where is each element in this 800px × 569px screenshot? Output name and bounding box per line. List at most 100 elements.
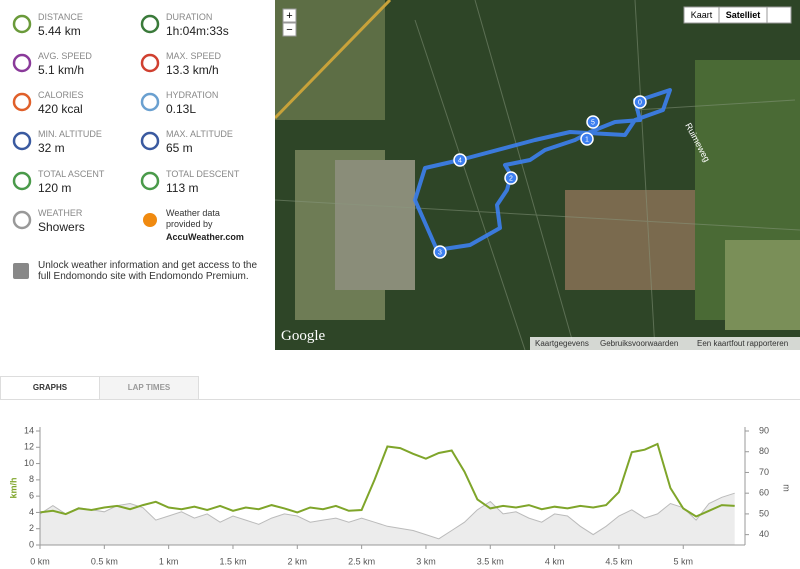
stat-icon bbox=[12, 92, 32, 112]
stat-label: MIN. ALTITUDE bbox=[38, 129, 102, 139]
y-tick-label: 0 bbox=[29, 539, 34, 549]
y-tick-label: 4 bbox=[29, 507, 34, 517]
stat-label: TOTAL ASCENT bbox=[38, 169, 105, 179]
stat-value: 120 m bbox=[38, 181, 72, 195]
x-tick-label: 0 km bbox=[30, 556, 50, 566]
icon-shape bbox=[12, 210, 32, 230]
stat: MAX. ALTITUDE 65 m bbox=[128, 127, 258, 163]
icon-shape bbox=[140, 171, 160, 191]
y-tick-label: 6 bbox=[29, 491, 34, 501]
stat-icon bbox=[140, 53, 160, 73]
stat-value: 32 m bbox=[38, 141, 65, 155]
icon-shape bbox=[12, 14, 32, 34]
icon-shape bbox=[12, 92, 32, 112]
stat-icon bbox=[140, 131, 160, 151]
map-type-button[interactable]: Kaart bbox=[691, 10, 713, 20]
altitude-area-fill bbox=[40, 493, 735, 545]
icon-shape bbox=[12, 131, 32, 151]
stat-value: 420 kcal bbox=[38, 102, 83, 116]
y2-tick-label: 80 bbox=[759, 446, 769, 456]
x-tick-label: 3 km bbox=[416, 556, 436, 566]
tabs: GRAPHS LAP TIMES bbox=[0, 376, 800, 400]
stat-label: CALORIES bbox=[38, 90, 84, 100]
icon-shape bbox=[12, 53, 32, 73]
y-tick-label: 10 bbox=[24, 458, 34, 468]
icon-shape bbox=[140, 14, 160, 34]
stat: CALORIES 420 kcal bbox=[0, 88, 130, 124]
stat-label: TOTAL DESCENT bbox=[166, 169, 240, 179]
icon-shape bbox=[13, 263, 29, 279]
stat-value: 5.44 km bbox=[38, 24, 81, 38]
route-marker bbox=[633, 95, 647, 109]
stat: TOTAL ASCENT 120 m bbox=[0, 167, 130, 203]
premium-text[interactable]: Unlock weather information and get acces… bbox=[38, 260, 258, 282]
stat-icon bbox=[12, 210, 32, 230]
x-tick-label: 2 km bbox=[288, 556, 308, 566]
stat-value: Showers bbox=[38, 220, 85, 234]
stats-panel: DISTANCE 5.44 km DURATION 1h:04m:33s AVG. SP… bbox=[0, 0, 275, 350]
marker-label: 5 bbox=[591, 119, 595, 126]
stat-value: 0.13L bbox=[166, 102, 197, 116]
stat: DISTANCE 5.44 km bbox=[0, 10, 130, 46]
stat: TOTAL DESCENT 113 m bbox=[128, 167, 258, 203]
stat-icon bbox=[12, 171, 32, 191]
stat: MAX. SPEED 13.3 km/h bbox=[128, 49, 258, 85]
stat-label: DURATION bbox=[166, 12, 213, 22]
x-tick-label: 5 km bbox=[673, 556, 693, 566]
stat-label: WEATHER bbox=[38, 208, 83, 218]
stat-value: 5.1 km/h bbox=[38, 63, 85, 77]
icon-shape bbox=[140, 131, 160, 151]
stat: AVG. SPEED 5.1 km/h bbox=[0, 49, 130, 85]
x-tick-label: 3.5 km bbox=[477, 556, 504, 566]
lap-times-tab[interactable]: LAP TIMES bbox=[99, 376, 199, 399]
stat-value: 13.3 km/h bbox=[166, 63, 219, 77]
marker-label: 3 bbox=[438, 249, 442, 256]
stat-icon bbox=[140, 171, 160, 191]
stat-label: AVG. SPEED bbox=[38, 51, 92, 61]
y2-tick-label: 60 bbox=[759, 488, 769, 498]
y2-axis-label: m bbox=[782, 484, 792, 492]
stat-value: 1h:04m:33s bbox=[166, 24, 229, 38]
y-tick-label: 2 bbox=[29, 523, 34, 533]
map-footer-link[interactable]: Een kaartfout rapporteren bbox=[697, 339, 788, 348]
stat-label: MAX. ALTITUDE bbox=[166, 129, 233, 139]
graphs-tab[interactable]: GRAPHS bbox=[0, 376, 100, 399]
icon-shape bbox=[12, 171, 32, 191]
premium-icon bbox=[13, 263, 29, 279]
weather-source-text: Weather data provided by bbox=[166, 208, 220, 229]
stat-value: 113 m bbox=[166, 181, 199, 195]
y2-tick-label: 50 bbox=[759, 508, 769, 518]
stat-icon bbox=[12, 131, 32, 151]
marker-label: 0 bbox=[638, 99, 642, 106]
marker-label: 2 bbox=[509, 175, 513, 182]
zoom-in[interactable]: + bbox=[286, 10, 292, 22]
y-axis-label: km/h bbox=[8, 477, 18, 498]
x-tick-label: 0.5 km bbox=[91, 556, 118, 566]
icon-shape bbox=[140, 53, 160, 73]
route-marker bbox=[504, 171, 518, 185]
stat: MIN. ALTITUDE 32 m bbox=[0, 127, 130, 163]
x-tick-label: 4.5 km bbox=[605, 556, 632, 566]
stat-label: MAX. SPEED bbox=[166, 51, 222, 61]
y-tick-label: 14 bbox=[24, 425, 34, 435]
y2-tick-label: 40 bbox=[759, 529, 769, 539]
x-tick-label: 1 km bbox=[159, 556, 179, 566]
weather-source-link: AccuWeather.com bbox=[166, 232, 244, 242]
weather-source: Weather data provided by AccuWeather.com bbox=[128, 206, 268, 242]
route-marker bbox=[453, 153, 467, 167]
google-logo: Google bbox=[281, 328, 326, 344]
x-tick-label: 4 km bbox=[545, 556, 565, 566]
icon-shape bbox=[143, 213, 157, 227]
zoom-out[interactable]: − bbox=[286, 24, 292, 36]
x-tick-label: 1.5 km bbox=[219, 556, 246, 566]
map-footer-link[interactable]: Gebruiksvoorwaarden bbox=[600, 339, 678, 348]
stat-value: 65 m bbox=[166, 141, 193, 155]
y-tick-label: 12 bbox=[24, 442, 34, 452]
satellite-button[interactable]: Satelliet bbox=[726, 10, 761, 20]
stat-icon bbox=[12, 14, 32, 34]
icon-shape bbox=[140, 92, 160, 112]
map-footer-link[interactable]: Kaartgegevens bbox=[535, 339, 589, 348]
y-tick-label: 8 bbox=[29, 474, 34, 484]
